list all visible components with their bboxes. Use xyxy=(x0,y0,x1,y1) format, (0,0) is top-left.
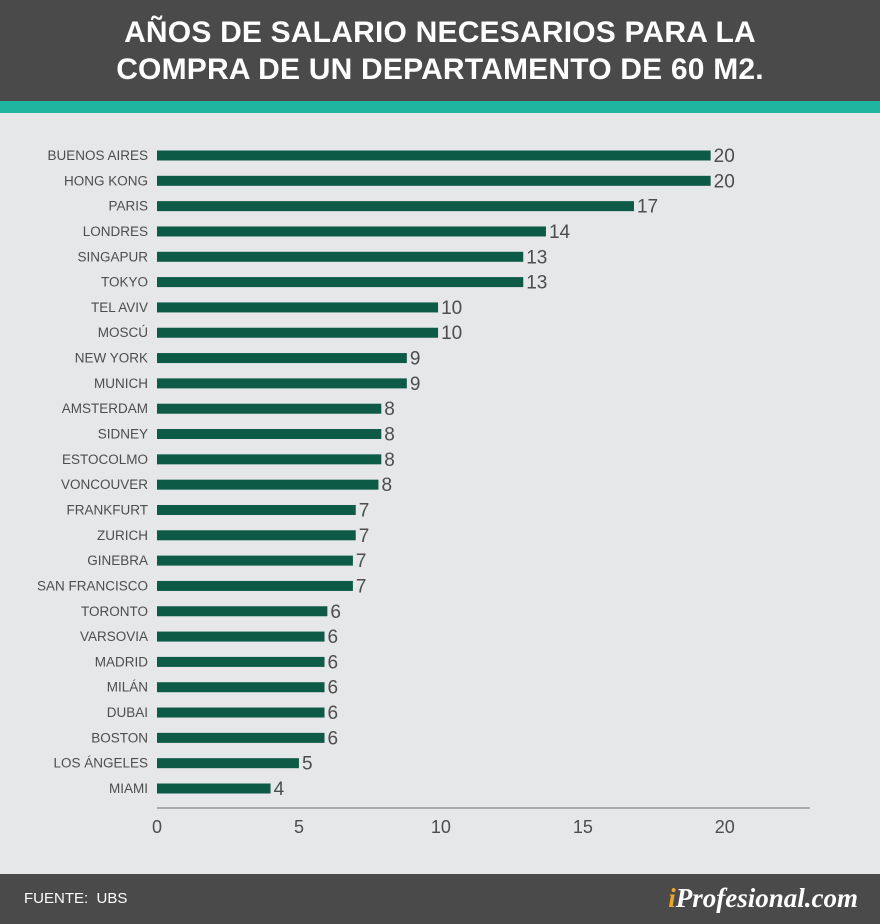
category-label: AMSTERDAM xyxy=(62,401,148,416)
category-label: MADRID xyxy=(95,654,148,669)
footer: FUENTE: UBS iProfesional.com xyxy=(0,874,880,924)
bar xyxy=(157,479,379,490)
accent-stripe xyxy=(0,101,880,113)
data-label: 10 xyxy=(441,298,462,319)
bar xyxy=(157,454,382,465)
category-label: NEW YORK xyxy=(75,351,148,366)
data-label: 8 xyxy=(381,475,392,496)
category-label: VARSOVIA xyxy=(80,629,148,644)
data-label: 9 xyxy=(410,349,421,370)
bar xyxy=(157,504,356,515)
category-label: MILÁN xyxy=(107,680,148,695)
data-label: 6 xyxy=(330,602,341,623)
bar xyxy=(157,201,634,212)
x-tick-label: 15 xyxy=(573,817,593,837)
category-label: SIDNEY xyxy=(98,427,148,442)
bar xyxy=(157,302,439,313)
data-label: 9 xyxy=(410,374,421,395)
data-label: 7 xyxy=(359,526,370,547)
bar xyxy=(157,226,546,237)
category-label: TEL AVIV xyxy=(91,300,148,315)
bar xyxy=(157,251,524,262)
brand-logo-prefix: i xyxy=(668,883,676,913)
data-label: 7 xyxy=(356,576,367,597)
category-label: TORONTO xyxy=(81,604,148,619)
category-label: HONG KONG xyxy=(64,173,148,188)
bar xyxy=(157,530,356,541)
x-tick-label: 20 xyxy=(715,817,735,837)
category-label: ZURICH xyxy=(97,528,148,543)
data-label: 7 xyxy=(356,551,367,572)
category-label: MIAMI xyxy=(109,781,148,796)
data-label: 8 xyxy=(384,450,395,471)
bar-chart: BUENOS AIRES 20 HONG KONG 20 PARIS 17 LONDRES 1… xyxy=(37,146,810,837)
bar xyxy=(157,277,524,288)
bar xyxy=(157,732,325,743)
category-label: FRANKFURT xyxy=(66,502,148,517)
bar xyxy=(157,175,711,186)
x-tick-label: 10 xyxy=(431,817,451,837)
category-label: ESTOCOLMO xyxy=(62,452,148,467)
data-label: 14 xyxy=(549,222,571,243)
data-label: 6 xyxy=(328,652,339,673)
data-label: 13 xyxy=(526,247,547,268)
category-label: DUBAI xyxy=(107,705,148,720)
bar xyxy=(157,606,328,617)
bar xyxy=(157,631,325,642)
data-label: 8 xyxy=(384,425,395,446)
bar xyxy=(157,378,407,389)
data-label: 6 xyxy=(328,703,339,724)
category-label: LOS ÁNGELES xyxy=(53,756,148,771)
category-label: BUENOS AIRES xyxy=(47,148,148,163)
data-label: 13 xyxy=(526,273,547,294)
data-label: 6 xyxy=(328,627,339,648)
source-value: UBS xyxy=(96,890,128,907)
category-label: BOSTON xyxy=(91,730,148,745)
header: AÑOS DE SALARIO NECESARIOS PARA LA COMPR… xyxy=(0,0,880,101)
brand-logo: iProfesional.com xyxy=(668,883,858,914)
brand-logo-text: Profesional.com xyxy=(675,883,858,913)
source-note: FUENTE: UBS xyxy=(24,890,127,907)
x-tick-label: 5 xyxy=(294,817,304,837)
chart-title-line-2: COMPRA DE UN DEPARTAMENTO DE 60 M2. xyxy=(116,53,764,86)
data-label: 8 xyxy=(384,399,395,420)
category-label: SINGAPUR xyxy=(77,249,148,264)
category-label: MOSCÚ xyxy=(98,325,148,340)
category-label: VONCOUVER xyxy=(61,477,148,492)
bar xyxy=(157,150,711,161)
category-label: TOKYO xyxy=(101,275,148,290)
data-label: 6 xyxy=(328,678,339,699)
category-label: SAN FRANCISCO xyxy=(37,578,148,593)
chart-title-line-1: AÑOS DE SALARIO NECESARIOS PARA LA xyxy=(124,16,756,49)
data-label: 6 xyxy=(328,728,339,749)
data-label: 7 xyxy=(359,500,370,521)
chart-area: BUENOS AIRES 20 HONG KONG 20 PARIS 17 LONDRES 1… xyxy=(0,113,880,874)
chart-title: AÑOS DE SALARIO NECESARIOS PARA LA COMPR… xyxy=(0,14,880,88)
bar xyxy=(157,707,325,718)
data-label: 20 xyxy=(714,146,735,167)
bar xyxy=(157,758,299,769)
bar xyxy=(157,403,382,414)
data-label: 10 xyxy=(441,323,462,344)
bar xyxy=(157,783,271,794)
bar xyxy=(157,580,353,591)
data-label: 20 xyxy=(714,171,735,192)
category-label: GINEBRA xyxy=(87,553,148,568)
bar xyxy=(157,682,325,693)
source-label: FUENTE: xyxy=(24,890,89,907)
bar xyxy=(157,656,325,667)
bar xyxy=(157,429,382,440)
data-label: 4 xyxy=(274,779,285,800)
category-label: MUNICH xyxy=(94,376,148,391)
category-label: PARIS xyxy=(108,199,148,214)
bar xyxy=(157,353,407,364)
bar xyxy=(157,327,439,338)
bar xyxy=(157,555,353,566)
x-tick-label: 0 xyxy=(152,817,162,837)
category-label: LONDRES xyxy=(83,224,148,239)
data-label: 17 xyxy=(637,197,658,218)
data-label: 5 xyxy=(302,754,313,775)
